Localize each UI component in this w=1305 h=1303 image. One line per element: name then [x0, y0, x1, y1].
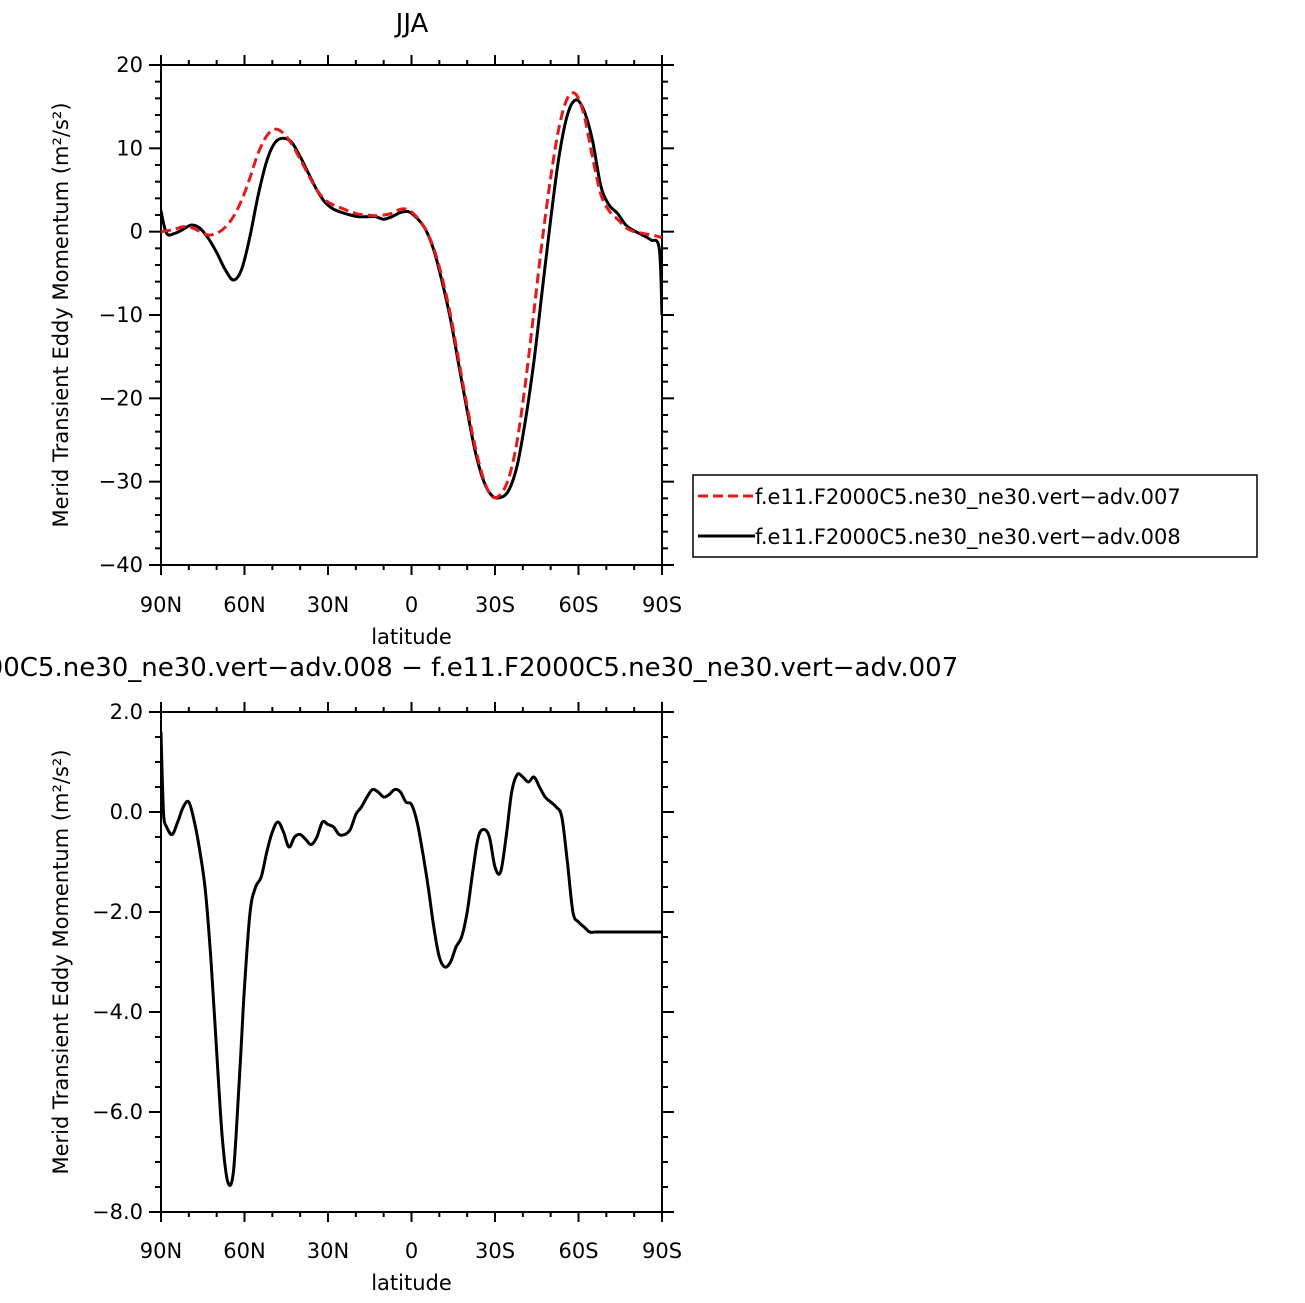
- y-tick-label: −2.0: [92, 900, 143, 924]
- y-tick-label: 0.0: [110, 800, 143, 824]
- series-line-1: [161, 731, 662, 1188]
- y-tick-label: −10: [99, 303, 143, 327]
- x-axis-label: latitude: [371, 625, 452, 649]
- y-axis-label: Merid Transient Eddy Momentum (m²/s²): [49, 102, 73, 527]
- legend-box: [692, 474, 1258, 558]
- x-axis-label: latitude: [371, 1271, 452, 1295]
- x-tick-label: 60N: [223, 1239, 265, 1263]
- y-tick-label: 0: [130, 220, 143, 244]
- x-tick-label: 30S: [475, 1239, 515, 1263]
- y-tick-label: −6.0: [92, 1100, 143, 1124]
- series-line-1: [161, 91, 662, 500]
- x-tick-label: 90N: [140, 593, 182, 617]
- x-tick-label: 30N: [307, 593, 349, 617]
- y-tick-label: −20: [99, 386, 143, 410]
- y-tick-label: −4.0: [92, 1000, 143, 1024]
- legend-label: f.e11.F2000C5.ne30_ne30.vert−adv.007: [755, 485, 1181, 510]
- x-tick-label: 90N: [140, 1239, 182, 1263]
- x-tick-label: 0: [405, 593, 418, 617]
- chart-panel-1: JJA 90N 60N 30N 0 30S 60S 90S −40 −30 −20 −10 0 10 20 l…: [49, 9, 1258, 649]
- y-axis-label: Merid Transient Eddy Momentum (m²/s²): [49, 749, 73, 1174]
- x-tick-label: 90S: [642, 593, 682, 617]
- chart-title: JJA: [394, 9, 429, 39]
- legend: f.e11.F2000C5.ne30_ne30.vert−adv.007 f.e1…: [692, 474, 1258, 558]
- x-tick-label: 0: [405, 1239, 418, 1263]
- y-tick-label: 2.0: [110, 700, 143, 724]
- chart-panel-2: f.e11.F2000C5.ne30_ne30.vert−adv.008 − f…: [0, 653, 958, 1295]
- y-tick-label: 20: [116, 53, 143, 77]
- x-tick-label: 60S: [558, 1239, 598, 1263]
- y-tick-label: 10: [116, 136, 143, 160]
- x-tick-label: 60S: [558, 593, 598, 617]
- x-tick-label: 60N: [223, 593, 265, 617]
- x-tick-label: 30S: [475, 593, 515, 617]
- y-tick-label: −30: [99, 470, 143, 494]
- series-line-2: [161, 98, 662, 500]
- x-tick-label: 30N: [307, 1239, 349, 1263]
- chart-title: f.e11.F2000C5.ne30_ne30.vert−adv.008 − f…: [0, 653, 958, 683]
- x-tick-label: 90S: [642, 1239, 682, 1263]
- y-tick-label: −8.0: [92, 1200, 143, 1224]
- legend-label: f.e11.F2000C5.ne30_ne30.vert−adv.008: [755, 525, 1181, 550]
- plot-frame: [160, 64, 663, 566]
- y-tick-label: −40: [99, 553, 143, 577]
